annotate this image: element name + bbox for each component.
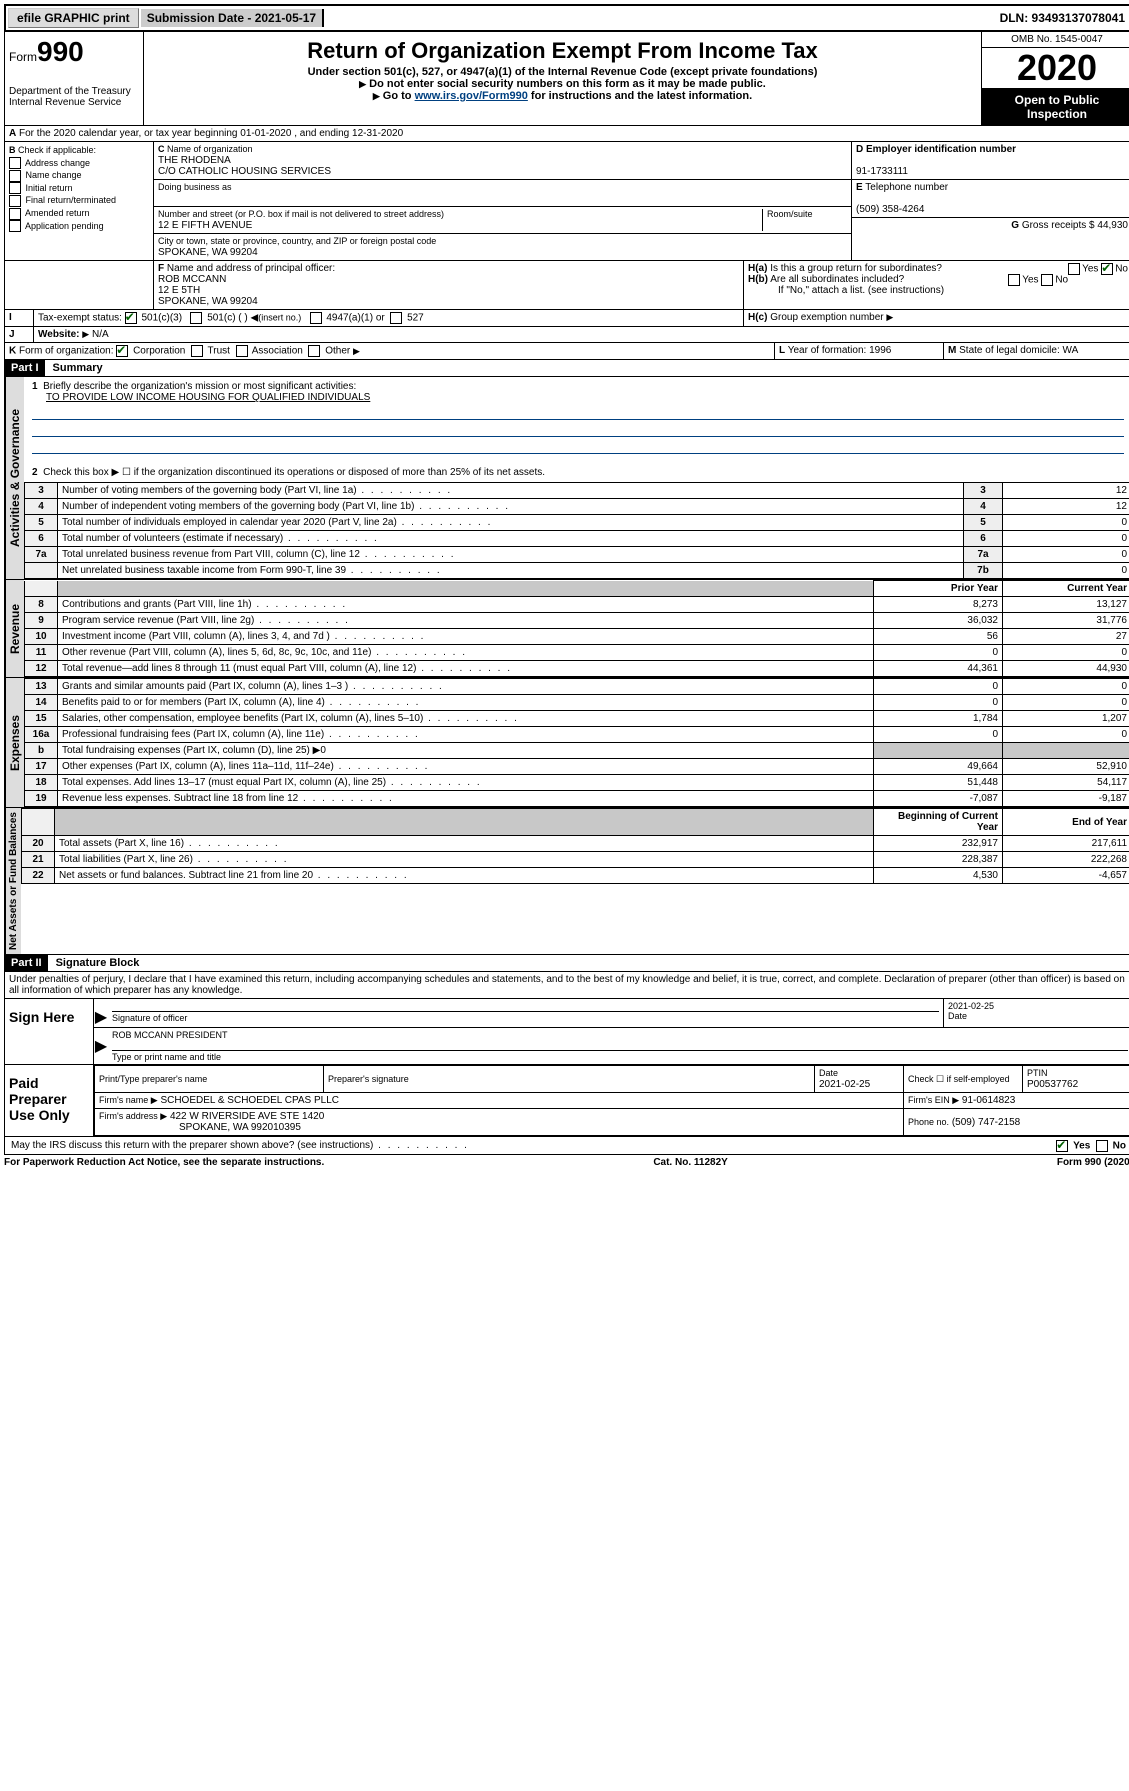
sign-date: 2021-02-25 — [948, 1001, 994, 1011]
revenue-section: Revenue Prior Year Current Year 8Contrib… — [4, 580, 1129, 678]
part-2-title: Signature Block — [48, 957, 140, 969]
part-1-title: Summary — [45, 362, 103, 374]
declaration: Under penalties of perjury, I declare th… — [4, 972, 1129, 999]
netassets-section: Net Assets or Fund Balances Beginning of… — [4, 808, 1129, 955]
city-state-zip: SPOKANE, WA 99204 — [158, 247, 258, 258]
part-2-header: Part II — [5, 955, 48, 971]
tax-year: 2020 — [982, 48, 1129, 89]
entity-info-row: B Check if applicable: Address change Na… — [4, 142, 1129, 261]
dln-label: DLN: 93493137078041 — [994, 9, 1129, 27]
vtab-expenses: Expenses — [5, 678, 24, 807]
submission-date: Submission Date - 2021-05-17 — [141, 9, 324, 27]
vtab-governance: Activities & Governance — [5, 377, 24, 579]
form-header: Form990 Department of the Treasury Inter… — [4, 32, 1129, 126]
firm-ein: 91-0614823 — [962, 1095, 1015, 1106]
omb-number: OMB No. 1545-0047 — [982, 32, 1129, 48]
state-domicile: WA — [1063, 345, 1079, 356]
form-note-1: Do not enter social security numbers on … — [148, 78, 977, 90]
discuss-text: May the IRS discuss this return with the… — [11, 1140, 469, 1151]
ein: 91-1733111 — [856, 166, 908, 177]
vtab-revenue: Revenue — [5, 580, 24, 677]
dept-label: Department of the Treasury Internal Reve… — [9, 86, 139, 108]
officer-name: ROB MCCANN — [158, 274, 226, 285]
paid-preparer-label: Paid Preparer Use Only — [5, 1065, 94, 1136]
org-name: THE RHODENA — [158, 155, 231, 166]
governance-section: Activities & Governance 1 Briefly descri… — [4, 377, 1129, 580]
part-1-header: Part I — [5, 360, 45, 376]
gross-receipts: 44,930 — [1097, 220, 1128, 231]
firm-name: SCHOEDEL & SCHOEDEL CPAS PLLC — [160, 1095, 339, 1106]
form-note-2: Go to www.irs.gov/Form990 for instructio… — [148, 90, 977, 102]
telephone: (509) 358-4264 — [856, 204, 924, 215]
vtab-netassets: Net Assets or Fund Balances — [5, 808, 21, 954]
officer-print-name: ROB MCCANN PRESIDENT — [112, 1030, 228, 1040]
form-number: Form990 — [9, 36, 139, 68]
expenses-section: Expenses 13Grants and similar amounts pa… — [4, 678, 1129, 808]
form-subtitle: Under section 501(c), 527, or 4947(a)(1)… — [148, 66, 977, 78]
officer-row: F Name and address of principal officer:… — [4, 261, 1129, 310]
form990-link[interactable]: www.irs.gov/Form990 — [415, 90, 528, 102]
firm-address: 422 W RIVERSIDE AVE STE 1420 — [170, 1111, 324, 1122]
block-b: B Check if applicable: Address change Na… — [5, 142, 154, 260]
efile-label[interactable]: efile GRAPHIC print — [8, 8, 139, 28]
top-bar: efile GRAPHIC print Submission Date - 20… — [4, 4, 1129, 32]
firm-phone: (509) 747-2158 — [952, 1117, 1020, 1128]
street-address: 12 E FIFTH AVENUE — [158, 220, 252, 231]
preparer-date: 2021-02-25 — [819, 1079, 870, 1090]
section-a: A For the 2020 calendar year, or tax yea… — [4, 126, 1129, 142]
website: N/A — [92, 329, 109, 340]
mission: TO PROVIDE LOW INCOME HOUSING FOR QUALIF… — [32, 392, 370, 403]
page-footer: For Paperwork Reduction Act Notice, see … — [4, 1155, 1129, 1170]
year-formation: 1996 — [869, 345, 891, 356]
form-title: Return of Organization Exempt From Incom… — [148, 38, 977, 64]
org-co: C/O CATHOLIC HOUSING SERVICES — [158, 166, 331, 177]
ptin: P00537762 — [1027, 1079, 1078, 1090]
open-to-public: Open to Public Inspection — [982, 89, 1129, 125]
sign-here-label: Sign Here — [5, 999, 94, 1064]
